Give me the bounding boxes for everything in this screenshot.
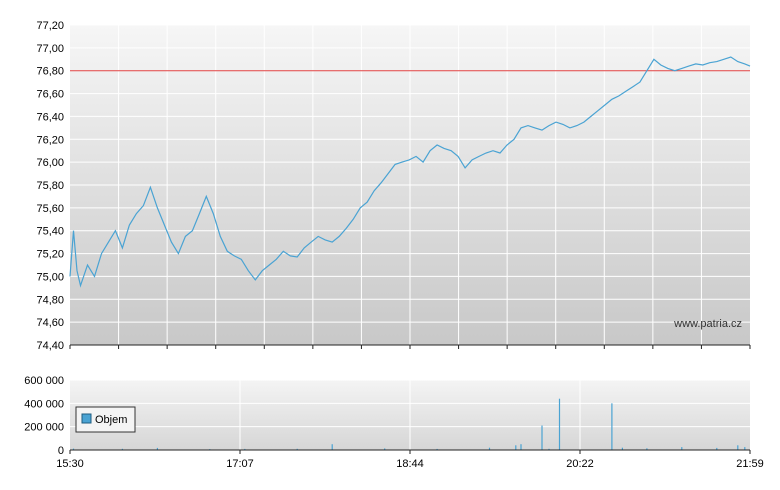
volume-y-axis: 600 000 400 000 200 000 0 bbox=[24, 375, 64, 457]
price-x-ticks bbox=[69, 345, 751, 349]
price-y-tick-label: 76,60 bbox=[36, 89, 64, 101]
x-tick-label: 15:30 bbox=[56, 458, 84, 470]
volume-bar bbox=[558, 398, 561, 450]
volume-bar bbox=[744, 447, 746, 450]
price-y-tick-label: 75,00 bbox=[36, 271, 64, 283]
price-y-axis: 77,20 77,00 76,80 76,60 76,40 76,20 76,00 75,80… bbox=[36, 20, 64, 352]
volume-x-axis: 15:30 17:07 18:44 20:22 21:59 bbox=[56, 450, 764, 470]
price-panel: 77,20 77,00 76,80 76,60 76,40 76,20 76,00 75,80… bbox=[36, 20, 751, 352]
price-y-tick-label: 76,20 bbox=[36, 134, 64, 146]
volume-bar bbox=[436, 448, 438, 450]
x-tick-label: 21:59 bbox=[736, 458, 764, 470]
price-y-tick-label: 75,60 bbox=[36, 203, 64, 215]
price-y-tick-label: 76,40 bbox=[36, 111, 64, 123]
price-y-tick-label: 76,80 bbox=[36, 66, 64, 78]
legend-label: Objem bbox=[95, 414, 127, 426]
volume-bar bbox=[737, 445, 739, 450]
volume-bar bbox=[296, 448, 298, 450]
volume-bar bbox=[646, 448, 648, 451]
volume-y-tick-label: 0 bbox=[58, 445, 64, 457]
volume-bar bbox=[72, 448, 75, 450]
x-tick-label: 17:07 bbox=[226, 458, 254, 470]
x-tick-label: 18:44 bbox=[396, 458, 424, 470]
price-y-tick-label: 77,20 bbox=[36, 20, 64, 32]
price-y-tick-label: 74,80 bbox=[36, 294, 64, 306]
volume-bar bbox=[611, 403, 613, 450]
legend-swatch bbox=[81, 413, 92, 424]
volume-y-tick-label: 200 000 bbox=[24, 422, 64, 434]
volume-y-tick-label: 400 000 bbox=[24, 398, 64, 410]
watermark: www.patria.cz bbox=[673, 318, 742, 330]
price-y-tick-label: 75,20 bbox=[36, 249, 64, 261]
volume-y-tick-label: 600 000 bbox=[24, 375, 64, 387]
volume-bar bbox=[515, 445, 517, 450]
volume-bar bbox=[681, 447, 683, 450]
price-y-tick-label: 74,40 bbox=[36, 340, 64, 352]
price-y-tick-label: 75,40 bbox=[36, 226, 64, 238]
volume-panel: 600 000 400 000 200 000 0 15:30 17:07 18:44 20… bbox=[24, 375, 764, 470]
price-y-tick-label: 76,00 bbox=[36, 157, 64, 169]
price-y-tick-label: 74,60 bbox=[36, 317, 64, 329]
x-tick-label: 20:22 bbox=[566, 458, 594, 470]
volume-legend: Objem bbox=[75, 406, 136, 433]
volume-bar bbox=[541, 425, 543, 450]
volume-bar bbox=[716, 447, 718, 450]
volume-bar bbox=[548, 448, 550, 450]
volume-bar bbox=[156, 447, 158, 450]
volume-bar bbox=[121, 448, 123, 450]
price-line bbox=[69, 56, 751, 288]
volume-bar bbox=[384, 448, 386, 450]
price-y-tick-label: 75,80 bbox=[36, 180, 64, 192]
volume-bar bbox=[621, 447, 623, 450]
volume-bar bbox=[488, 447, 491, 450]
volume-bar bbox=[520, 444, 522, 450]
volume-bar bbox=[244, 448, 246, 450]
volume-bar bbox=[331, 444, 333, 450]
price-y-tick-label: 77,00 bbox=[36, 43, 64, 55]
